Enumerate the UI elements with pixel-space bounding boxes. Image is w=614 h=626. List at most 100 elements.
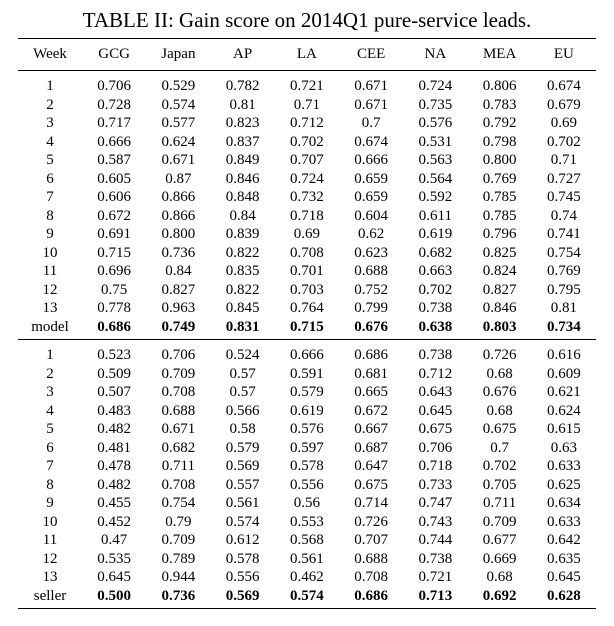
score-cell: 0.718 <box>290 207 324 224</box>
table-row: 2 0.728 0.574 0.81 0.71 0.671 0.735 0.783 0.679 <box>18 96 596 115</box>
score-cell: 0.674 <box>547 78 581 94</box>
score-cell: 0.609 <box>547 365 581 382</box>
score-cell: 0.675 <box>418 421 453 437</box>
score-cell: 0.839 <box>225 226 260 242</box>
score-cell: 0.848 <box>225 189 260 205</box>
score-cell: 0.666 <box>354 152 388 168</box>
score-cell: 0.728 <box>97 96 131 113</box>
column-header: AP <box>210 38 275 71</box>
score-cell: 0.724 <box>418 78 453 94</box>
score-cell: 0.963 <box>161 300 196 316</box>
score-cell: 0.752 <box>354 281 388 298</box>
score-cell: 0.711 <box>161 458 195 474</box>
score-cell: 0.682 <box>418 244 453 261</box>
score-cell: 0.591 <box>290 365 324 382</box>
summary-score-cell: 0.803 <box>467 317 532 340</box>
score-cell: 0.592 <box>418 189 453 205</box>
score-cell: 0.579 <box>225 439 260 456</box>
score-cell: 0.665 <box>354 384 388 400</box>
score-cell: 0.478 <box>97 458 131 474</box>
score-cell: 0.481 <box>97 439 131 456</box>
score-cell: 0.845 <box>225 300 260 316</box>
score-cell: 0.619 <box>418 226 453 242</box>
score-cell: 0.827 <box>161 281 196 298</box>
week-cell: 11 <box>42 263 58 279</box>
summary-score-cell: 0.676 <box>339 317 404 340</box>
score-cell: 0.721 <box>290 78 324 94</box>
score-cell: 0.676 <box>482 384 517 400</box>
score-cell: 0.686 <box>354 347 388 363</box>
score-cell: 0.718 <box>418 458 453 474</box>
score-cell: 0.58 <box>229 421 256 437</box>
seller-group: 1 0.523 0.706 0.524 0.666 0.686 0.738 0.726 0.61… <box>18 340 596 609</box>
score-cell: 0.557 <box>225 476 260 493</box>
score-cell: 0.800 <box>161 226 196 242</box>
score-cell: 0.696 <box>97 263 131 279</box>
score-cell: 0.785 <box>482 189 517 205</box>
score-cell: 0.709 <box>161 532 196 548</box>
score-cell: 0.597 <box>290 439 324 456</box>
score-cell: 0.623 <box>354 244 388 261</box>
summary-score-cell: 0.628 <box>531 586 596 609</box>
score-cell: 0.659 <box>354 189 388 205</box>
score-cell: 0.944 <box>161 569 196 585</box>
score-cell: 0.754 <box>161 495 196 511</box>
score-cell: 0.806 <box>482 78 517 94</box>
score-cell: 0.87 <box>165 170 192 187</box>
score-cell: 0.795 <box>547 281 581 298</box>
score-cell: 0.822 <box>225 244 260 261</box>
score-cell: 0.708 <box>161 384 196 400</box>
week-cell: 6 <box>46 170 54 187</box>
score-cell: 0.483 <box>97 402 131 419</box>
score-cell: 0.733 <box>418 476 453 493</box>
table-row: 7 0.606 0.866 0.848 0.732 0.659 0.592 0.785 0.74… <box>18 188 596 207</box>
score-cell: 0.708 <box>161 476 196 493</box>
score-cell: 0.645 <box>547 569 581 585</box>
week-cell: 13 <box>42 300 58 316</box>
week-cell: 7 <box>46 189 54 205</box>
score-cell: 0.667 <box>354 421 388 437</box>
table-row: 7 0.478 0.711 0.569 0.578 0.647 0.718 0.702 0.63… <box>18 457 596 476</box>
score-cell: 0.741 <box>547 226 581 242</box>
score-cell: 0.624 <box>547 402 581 419</box>
week-cell: 9 <box>46 495 54 511</box>
table-row: 4 0.666 0.624 0.837 0.702 0.674 0.531 0.798 0.70… <box>18 133 596 152</box>
week-cell: 1 <box>46 347 54 363</box>
score-cell: 0.769 <box>547 263 581 279</box>
score-cell: 0.687 <box>354 439 388 456</box>
score-cell: 0.712 <box>290 115 324 131</box>
score-cell: 0.574 <box>225 513 260 530</box>
score-cell: 0.669 <box>482 550 517 567</box>
summary-score-cell: 0.569 <box>210 586 275 609</box>
table-row: 13 0.645 0.944 0.556 0.462 0.708 0.721 0.68 0.64… <box>18 568 596 587</box>
score-cell: 0.726 <box>354 513 388 530</box>
score-cell: 0.643 <box>418 384 453 400</box>
gain-score-table: Week GCG Japan AP LA CEE NA MEA EU 1 0.706 0.529 0.… <box>18 38 596 609</box>
score-cell: 0.837 <box>225 133 260 150</box>
score-cell: 0.663 <box>418 263 453 279</box>
summary-row: seller 0.500 0.736 0.569 0.574 0.686 0.713 0.69… <box>18 586 596 609</box>
score-cell: 0.707 <box>290 152 324 168</box>
column-header: NA <box>403 38 468 71</box>
score-cell: 0.621 <box>547 384 581 400</box>
score-cell: 0.824 <box>482 263 517 279</box>
score-cell: 0.672 <box>354 402 388 419</box>
score-cell: 0.825 <box>482 244 517 261</box>
summary-score-cell: 0.734 <box>531 317 596 340</box>
score-cell: 0.666 <box>290 347 324 363</box>
score-cell: 0.706 <box>418 439 453 456</box>
table-row: 6 0.481 0.682 0.579 0.597 0.687 0.706 0.7 0.63 <box>18 439 596 458</box>
week-cell: 9 <box>46 226 54 242</box>
score-cell: 0.702 <box>418 281 453 298</box>
score-cell: 0.62 <box>358 226 385 242</box>
summary-row: model 0.686 0.749 0.831 0.715 0.676 0.638 0.803… <box>18 317 596 340</box>
score-cell: 0.705 <box>482 476 517 493</box>
summary-label: seller <box>18 586 82 609</box>
score-cell: 0.68 <box>486 569 513 585</box>
score-cell: 0.708 <box>290 244 324 261</box>
score-cell: 0.709 <box>482 513 517 530</box>
score-cell: 0.56 <box>293 495 320 511</box>
score-cell: 0.587 <box>97 152 131 168</box>
score-cell: 0.578 <box>225 550 260 567</box>
table-row: 1 0.706 0.529 0.782 0.721 0.671 0.724 0.806 0.67… <box>18 71 596 96</box>
